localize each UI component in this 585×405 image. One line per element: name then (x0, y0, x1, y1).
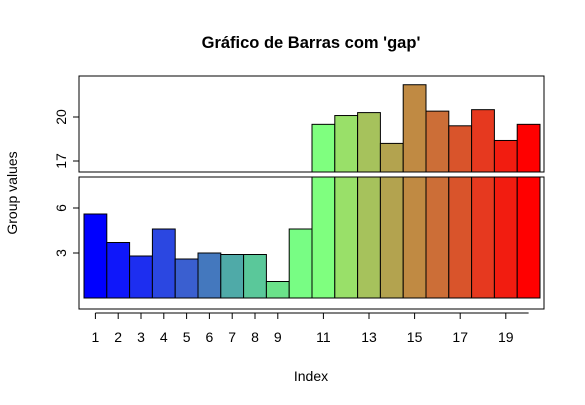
bar-20-lower (516, 176, 541, 299)
x-axis: 1 2 3 4 5 6 7 8 9 11 13 15 17 19 (92, 312, 529, 345)
x-tick-label: 8 (251, 329, 259, 345)
chart-title: Gráfico de Barras com 'gap' (202, 34, 421, 52)
y-tick-label: 3 (53, 249, 69, 257)
bar-7 (220, 254, 245, 299)
bar-19-upper (493, 139, 518, 173)
bar-20-upper (516, 123, 541, 173)
y-tick-label: 20 (53, 109, 69, 125)
bar-9 (265, 281, 290, 299)
bar-12-upper (334, 115, 359, 173)
bar-18-upper (471, 109, 495, 173)
bar-15-lower (402, 176, 427, 299)
x-tick-label: 19 (498, 329, 514, 345)
bar-6 (197, 252, 222, 299)
x-tick-label: 11 (316, 329, 331, 345)
bars (83, 84, 541, 299)
bar-16-lower (425, 176, 450, 299)
x-tick-label: 15 (407, 329, 423, 345)
bar-15-upper (402, 84, 427, 173)
y-tick-label: 6 (53, 204, 69, 212)
bar-18-lower (471, 176, 495, 299)
x-axis-label: Index (294, 368, 328, 384)
y-tick-label: 17 (53, 153, 69, 169)
x-tick-label: 1 (92, 329, 100, 345)
x-tick-label: 7 (228, 329, 236, 345)
bar-11-lower (311, 176, 336, 299)
bar-14-lower (379, 176, 404, 299)
bar-19-lower (493, 176, 518, 299)
x-tick-label: 4 (160, 329, 168, 345)
y-axis: 3 6 17 20 (53, 109, 80, 257)
bar-12-lower (334, 176, 359, 299)
x-tick-label: 17 (452, 329, 468, 345)
bar-13-lower (357, 176, 381, 299)
bar-14-upper (379, 142, 404, 173)
x-tick-label: 6 (206, 329, 214, 345)
bar-2 (106, 242, 131, 299)
bar-13-upper (357, 112, 381, 173)
bar-5 (174, 258, 199, 299)
bar-3 (129, 255, 153, 299)
x-tick-label: 13 (361, 329, 377, 345)
bar-11-upper (311, 123, 336, 173)
bar-1 (83, 213, 108, 299)
bar-16-upper (425, 110, 450, 173)
x-tick-label: 5 (183, 329, 191, 345)
bar-10 (288, 228, 313, 299)
x-tick-label: 2 (114, 329, 122, 345)
x-tick-label: 3 (137, 329, 145, 345)
bar-8 (243, 254, 267, 299)
bar-17-upper (448, 125, 473, 173)
x-tick-label: 9 (274, 329, 282, 345)
bar-17-lower (448, 176, 473, 299)
y-axis-label: Group values (4, 151, 20, 234)
bar-4 (151, 228, 176, 299)
